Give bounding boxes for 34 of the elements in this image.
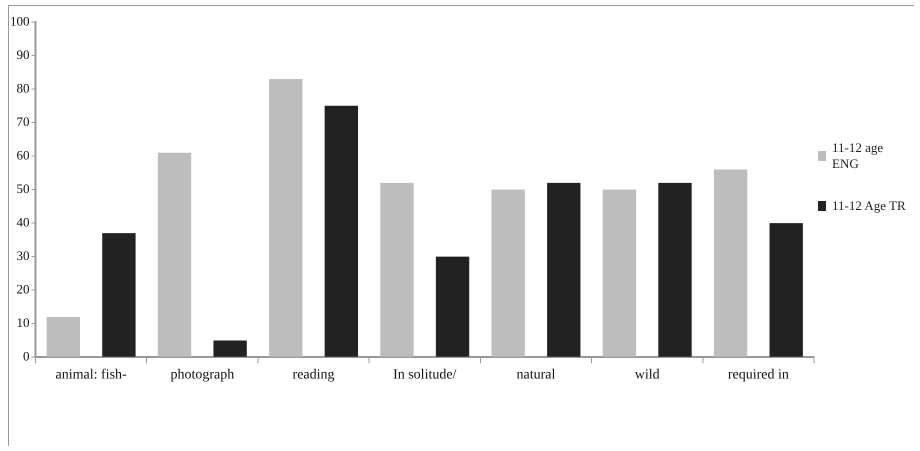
legend-label: 11-12 age ENG bbox=[832, 140, 884, 172]
bar bbox=[158, 152, 192, 357]
legend-label: 11-12 Age TR bbox=[832, 198, 906, 214]
bar bbox=[46, 316, 80, 357]
bar bbox=[602, 190, 636, 357]
x-tick-label: wild bbox=[634, 367, 660, 382]
y-tick-label: 90 bbox=[16, 46, 30, 62]
y-tick-label: 10 bbox=[16, 315, 30, 330]
y-tick-label: 20 bbox=[16, 282, 30, 297]
y-tick-label: 30 bbox=[16, 248, 30, 264]
bar bbox=[380, 182, 414, 357]
y-tick-label: 80 bbox=[16, 80, 30, 96]
bar bbox=[213, 340, 247, 357]
y-tick-label: 60 bbox=[16, 148, 30, 162]
y-tick-label: 50 bbox=[16, 181, 30, 196]
x-tick-label: In solitude/ bbox=[393, 367, 457, 382]
bar bbox=[324, 106, 358, 357]
y-tick-label: 100 bbox=[10, 13, 30, 28]
x-tick-label: reading bbox=[292, 367, 335, 382]
bar bbox=[102, 233, 136, 357]
bar bbox=[770, 223, 803, 357]
x-tick-label: photograph bbox=[170, 367, 234, 382]
y-tick-label: 70 bbox=[16, 114, 30, 129]
x-tick-label: natural bbox=[516, 367, 556, 382]
y-tick-label: 0 bbox=[23, 348, 30, 364]
bar bbox=[269, 78, 302, 357]
y-tick-label: 40 bbox=[16, 214, 30, 230]
bar bbox=[658, 182, 692, 357]
x-tick-label: animal: fish- bbox=[56, 367, 128, 382]
bar bbox=[714, 169, 748, 357]
bar bbox=[491, 190, 525, 357]
bar bbox=[436, 256, 470, 357]
bar bbox=[547, 182, 580, 357]
x-tick-label: required in bbox=[728, 367, 789, 382]
